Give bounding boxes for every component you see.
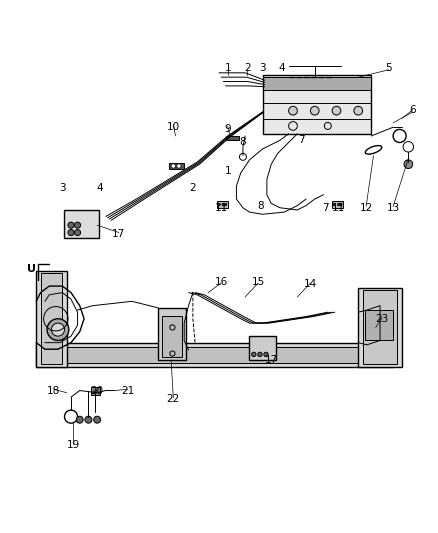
Text: 20: 20 (91, 385, 104, 395)
Bar (36, 271, 67, 367)
Text: 17: 17 (265, 355, 278, 365)
Bar (36, 343, 393, 367)
Bar (158, 308, 186, 360)
Circle shape (311, 107, 319, 115)
Bar (262, 75, 371, 134)
Text: 4: 4 (96, 183, 102, 193)
Text: 7: 7 (322, 203, 329, 213)
Circle shape (85, 416, 92, 423)
Text: 19: 19 (67, 440, 80, 450)
Circle shape (258, 352, 262, 357)
Text: 4: 4 (279, 63, 286, 74)
Text: 11: 11 (332, 203, 345, 213)
Bar (365, 310, 393, 341)
Text: 1: 1 (224, 166, 231, 176)
Text: 1: 1 (224, 63, 231, 74)
Bar (358, 288, 402, 367)
Circle shape (337, 203, 340, 206)
Text: 16: 16 (215, 277, 228, 287)
Bar (45, 347, 385, 363)
Bar (91, 387, 100, 395)
Circle shape (171, 164, 176, 168)
Circle shape (252, 352, 256, 357)
Text: 15: 15 (251, 277, 265, 287)
Text: 18: 18 (47, 385, 60, 395)
Circle shape (354, 107, 363, 115)
Bar (332, 201, 343, 208)
Bar (226, 136, 239, 140)
Circle shape (47, 319, 69, 341)
Circle shape (332, 107, 341, 115)
Bar (169, 163, 184, 168)
Circle shape (94, 416, 101, 423)
Circle shape (218, 203, 220, 206)
Circle shape (76, 416, 83, 423)
Text: 17: 17 (112, 229, 126, 239)
Circle shape (68, 222, 74, 228)
Bar (64, 210, 99, 238)
Circle shape (224, 203, 227, 206)
Text: 9: 9 (224, 124, 231, 134)
Bar (250, 336, 276, 360)
Text: 10: 10 (167, 122, 180, 132)
Text: 12: 12 (360, 203, 373, 213)
Text: 14: 14 (304, 279, 317, 289)
Text: 22: 22 (167, 394, 180, 404)
Text: 13: 13 (386, 203, 400, 213)
Text: 3: 3 (259, 63, 266, 74)
Circle shape (74, 230, 81, 236)
Bar (162, 316, 182, 357)
Circle shape (68, 230, 74, 236)
Text: 8: 8 (240, 138, 246, 148)
Circle shape (51, 323, 64, 336)
Text: 21: 21 (121, 385, 134, 395)
Text: 2: 2 (244, 63, 251, 74)
Circle shape (74, 222, 81, 228)
Text: 6: 6 (410, 105, 416, 115)
Circle shape (177, 164, 181, 168)
Text: U: U (27, 264, 36, 273)
Circle shape (222, 203, 225, 206)
Text: 2: 2 (190, 183, 196, 193)
Bar (41, 273, 62, 365)
Bar (262, 77, 371, 90)
Bar (363, 290, 397, 365)
Text: 3: 3 (59, 183, 66, 193)
Circle shape (339, 203, 342, 206)
Text: 23: 23 (375, 314, 389, 324)
Text: 7: 7 (298, 135, 305, 146)
Circle shape (289, 107, 297, 115)
Circle shape (264, 352, 268, 357)
Bar (217, 201, 228, 208)
Text: 5: 5 (385, 63, 392, 74)
Text: 11: 11 (215, 203, 228, 213)
Circle shape (404, 160, 413, 168)
Circle shape (333, 203, 336, 206)
Text: 8: 8 (257, 200, 264, 211)
